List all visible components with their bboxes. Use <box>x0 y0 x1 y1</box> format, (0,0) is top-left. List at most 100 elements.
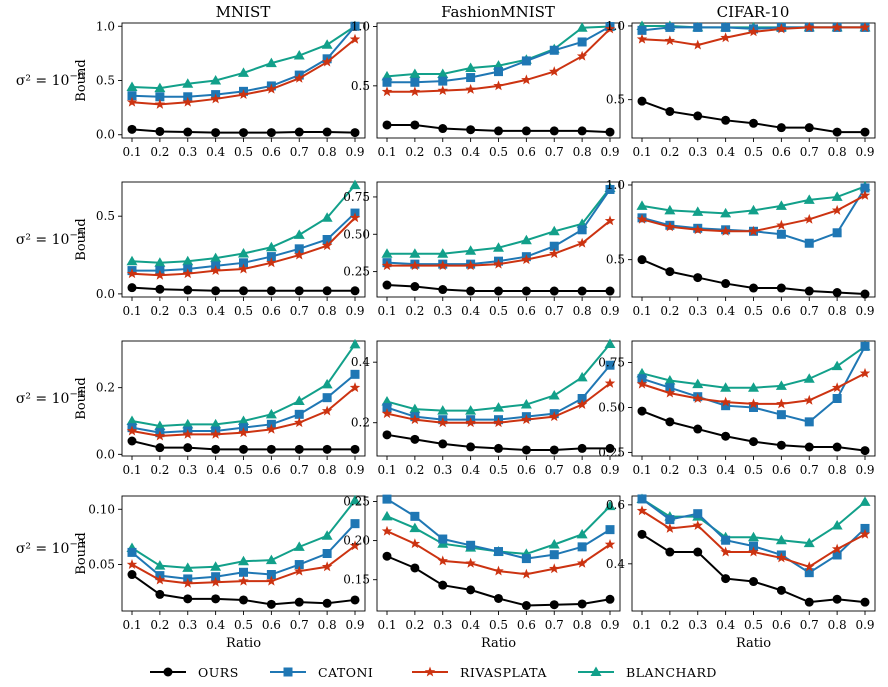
series-ours <box>382 280 615 296</box>
data-point <box>831 360 843 371</box>
data-point <box>804 561 815 572</box>
data-point <box>438 534 448 544</box>
y-tick-label: 0.0 <box>96 447 115 461</box>
data-point <box>350 286 360 296</box>
data-point <box>155 284 165 294</box>
series-rivasplata <box>381 23 616 97</box>
data-point <box>493 258 504 269</box>
data-point <box>749 118 758 128</box>
x-tick-label: 0.6 <box>262 145 281 159</box>
series-rivasplata <box>636 21 871 50</box>
data-point <box>637 406 647 416</box>
data-point <box>466 442 476 452</box>
data-point <box>127 283 137 293</box>
data-point <box>126 425 138 436</box>
data-point <box>437 260 448 271</box>
y-tick-label: 0.5 <box>351 79 370 93</box>
data-point <box>860 446 870 456</box>
data-point <box>776 23 787 34</box>
data-point <box>804 21 815 32</box>
data-point <box>720 225 731 236</box>
data-point <box>549 286 559 296</box>
x-axis-label: Ratio <box>226 636 261 651</box>
data-point <box>494 67 503 77</box>
data-point <box>636 33 648 44</box>
data-point <box>409 414 421 425</box>
data-point <box>831 204 843 215</box>
y-tick-label: 0.5 <box>96 74 115 88</box>
data-point <box>832 550 842 560</box>
data-point <box>410 563 420 573</box>
series-rivasplata <box>126 33 361 109</box>
data-point <box>494 593 503 603</box>
data-point <box>604 377 616 388</box>
data-point <box>775 534 787 545</box>
panel-r1-c3: 0.5 1.0 0.1 0.2 0.3 0.4 0.5 0.6 0.7 0.8 0.9 <box>606 19 876 159</box>
data-point <box>521 445 531 455</box>
x-tick-label: 0.9 <box>600 618 619 632</box>
data-point <box>577 542 587 552</box>
data-point <box>548 389 560 400</box>
x-tick-label: 0.1 <box>377 463 396 477</box>
data-point <box>438 124 448 134</box>
data-point <box>664 375 676 385</box>
data-point <box>321 56 333 67</box>
data-point <box>664 204 676 215</box>
series-line <box>131 25 356 98</box>
x-tick-label: 0.8 <box>828 304 847 318</box>
data-point <box>832 288 842 298</box>
column-title-cifar10: CIFAR-10 <box>717 3 790 21</box>
y-tick-label: 0.25 <box>598 445 625 459</box>
x-tick-label: 0.8 <box>573 145 592 159</box>
data-point <box>238 415 249 425</box>
data-point <box>349 179 361 190</box>
x-tick-label: 0.7 <box>800 304 819 318</box>
x-tick-label: 0.5 <box>234 304 253 318</box>
data-point <box>576 50 588 61</box>
data-point <box>577 37 587 47</box>
series-catoni <box>127 519 360 584</box>
x-tick-label: 0.1 <box>122 618 141 632</box>
data-point <box>721 115 731 125</box>
panel-r2-c2: 0.25 0.50 0.75 0.1 0.2 0.3 0.4 0.5 0.6 0.7 0.8 0.9 <box>343 181 621 318</box>
y-axis-label: Bound <box>74 532 89 574</box>
series-line <box>641 345 866 389</box>
series-ours <box>637 255 870 299</box>
x-tick-label: 0.8 <box>828 618 847 632</box>
data-point <box>126 81 138 92</box>
data-point <box>521 286 531 296</box>
data-point <box>349 338 361 349</box>
legend-item-blanchard: BLANCHARD <box>578 665 716 680</box>
data-point <box>494 443 503 453</box>
data-point <box>438 580 448 590</box>
axes-frame <box>376 181 621 298</box>
data-point <box>692 393 703 403</box>
x-tick-label: 0.5 <box>489 618 508 632</box>
x-tick-label: 0.4 <box>206 145 225 159</box>
data-point <box>182 562 194 572</box>
data-point <box>521 56 531 66</box>
data-point <box>832 442 842 452</box>
data-point <box>576 557 588 568</box>
x-tick-label: 0.5 <box>744 145 763 159</box>
data-point <box>211 128 221 138</box>
data-point <box>664 221 676 232</box>
data-point <box>437 417 448 428</box>
data-point <box>155 589 165 599</box>
data-point <box>605 443 615 453</box>
data-point <box>577 599 587 609</box>
panel-r1-c1: 0.0 0.5 1.0 0.1 0.2 0.3 0.4 0.5 0.6 0.7 0.8 0.9 Boun… <box>74 19 366 159</box>
series-rivasplata <box>126 212 361 280</box>
data-point <box>748 382 759 392</box>
data-point <box>748 26 759 37</box>
data-point <box>409 68 421 78</box>
data-point <box>576 22 588 32</box>
data-point <box>438 285 448 295</box>
x-tick-label: 0.5 <box>744 304 763 318</box>
x-tick-label: 0.9 <box>345 304 364 318</box>
x-tick-label: 0.3 <box>433 463 452 477</box>
x-tick-label: 0.6 <box>772 304 791 318</box>
data-point <box>437 248 449 258</box>
data-point <box>211 594 221 604</box>
data-point <box>350 595 360 605</box>
